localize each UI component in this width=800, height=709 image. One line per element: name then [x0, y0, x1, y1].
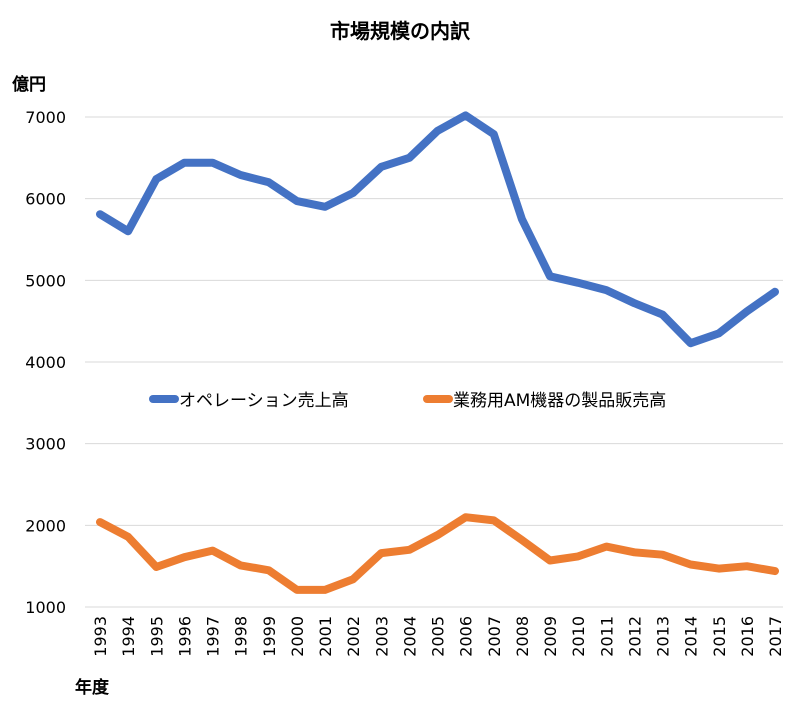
- x-tick-label: 1995: [147, 616, 166, 657]
- y-axis-label: 億円: [12, 74, 46, 95]
- series-line-1: [96, 513, 779, 594]
- y-tick-label: 3000: [25, 435, 66, 454]
- x-axis-label: 年度: [75, 677, 110, 698]
- x-tick-label: 2013: [654, 616, 673, 657]
- x-tick-label: 2011: [597, 616, 616, 657]
- legend-label: 業務用AM機器の製品販売高: [453, 391, 666, 411]
- x-tick-label: 2012: [625, 616, 644, 657]
- legend-label: オペレーション売上高: [179, 391, 349, 411]
- y-tick-label: 1000: [25, 598, 66, 617]
- y-tick-label: 5000: [25, 271, 66, 290]
- x-tick-label: 1993: [91, 616, 110, 657]
- x-tick-label: 2015: [710, 616, 729, 657]
- x-tick-label: 1994: [119, 616, 138, 657]
- x-tick-label: 2007: [485, 616, 504, 657]
- y-tick-label: 7000: [25, 108, 66, 127]
- x-tick-label: 1999: [260, 616, 279, 657]
- x-tick-label: 2001: [316, 616, 335, 657]
- x-tick-label: 2016: [738, 616, 757, 657]
- x-tick-label: 1996: [175, 616, 194, 657]
- x-tick-label: 2000: [288, 616, 307, 657]
- y-tick-label: 4000: [25, 353, 66, 372]
- x-tick-label: 2004: [400, 616, 419, 657]
- x-tick-label: 2010: [569, 616, 588, 657]
- x-tick-label: 2002: [344, 616, 363, 657]
- x-tick-label: 2009: [541, 616, 560, 657]
- x-tick-label: 2005: [429, 616, 448, 657]
- x-tick-label: 1998: [232, 616, 251, 657]
- series-line-0: [96, 111, 779, 348]
- x-tick-label: 2017: [766, 616, 785, 657]
- x-tick-label: 2003: [372, 616, 391, 657]
- y-tick-label: 2000: [25, 516, 66, 535]
- x-tick-label: 2014: [682, 616, 701, 657]
- x-tick-label: 2006: [457, 616, 476, 657]
- x-tick-label: 2008: [513, 616, 532, 657]
- y-tick-label: 6000: [25, 190, 66, 209]
- x-tick-label: 1997: [204, 616, 223, 657]
- chart-title: 市場規模の内訳: [330, 19, 471, 43]
